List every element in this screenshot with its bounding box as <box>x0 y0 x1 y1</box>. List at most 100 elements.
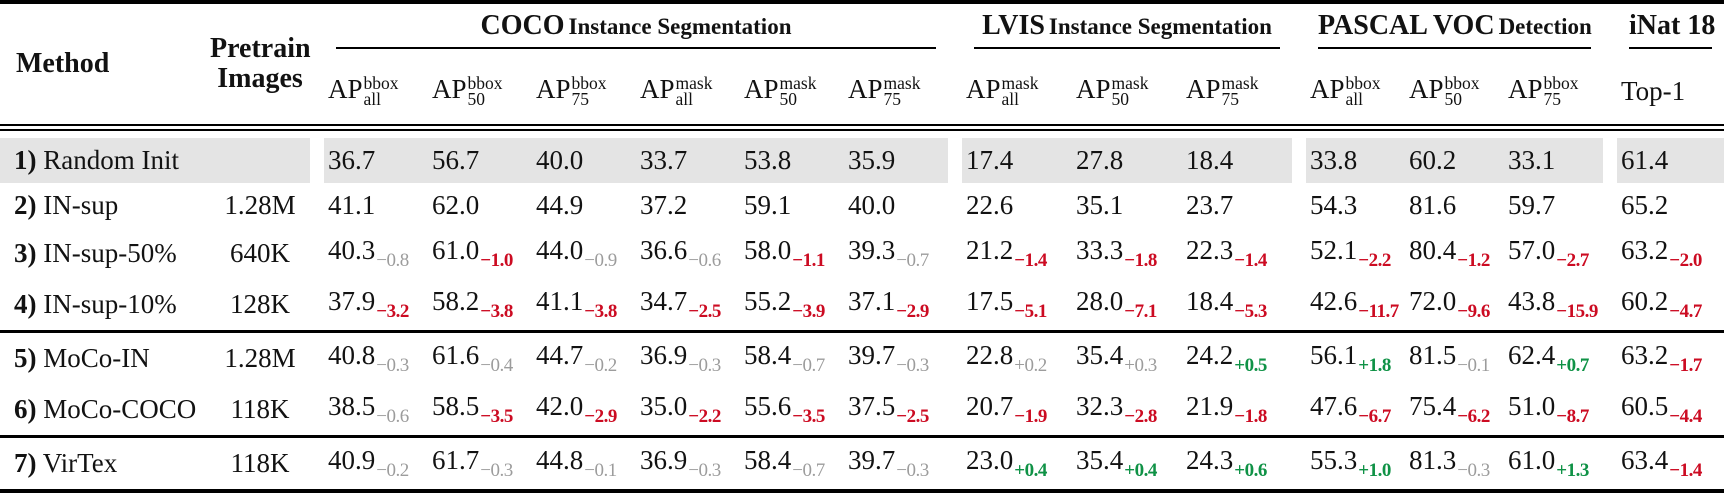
method-name: IN-sup-50% <box>43 238 177 268</box>
data-cell: 72.0−9.6 <box>1405 279 1504 332</box>
cell-value: 40.3 <box>328 235 376 265</box>
cell-delta: −11.7 <box>1358 301 1399 322</box>
metric-superscript: mask <box>1221 72 1259 93</box>
cell-value: 61.7 <box>432 445 480 475</box>
cell-delta: −1.8 <box>1234 406 1267 427</box>
group-header-pascal-voc: PASCAL VOC Detection <box>1306 2 1603 62</box>
cell-value: 23.0 <box>966 445 1014 475</box>
data-cell: 41.1−3.8 <box>532 279 636 332</box>
cell-value: 81.6 <box>1409 190 1457 220</box>
data-cell: 52.1−2.2 <box>1306 228 1405 279</box>
method-name: VirTex <box>42 448 118 478</box>
data-cell: 40.0 <box>532 138 636 183</box>
row-number: 2) <box>14 190 37 220</box>
cell-value: 21.2 <box>966 235 1014 265</box>
metric-header: AP mask all <box>962 62 1073 131</box>
data-cell: 36.7 <box>324 138 428 183</box>
data-cell: 22.8+0.2 <box>962 330 1073 384</box>
cell-delta: −4.7 <box>1669 301 1702 322</box>
data-cell: 37.1−2.9 <box>844 279 948 332</box>
cell-delta: −2.0 <box>1669 250 1702 271</box>
pretrain-header-line1: Pretrain <box>210 32 311 64</box>
data-cell: 32.3−2.8 <box>1072 384 1182 437</box>
data-cell: 40.8−0.3 <box>324 330 428 384</box>
data-cell: 35.0−2.2 <box>636 384 740 437</box>
cell-value: 24.3 <box>1186 445 1234 475</box>
data-cell: 23.7 <box>1182 183 1292 228</box>
group-title: iNat 18 <box>1629 10 1716 41</box>
cell-value: 21.9 <box>1186 391 1234 421</box>
cell-value: 37.9 <box>328 286 376 316</box>
cell-delta: −0.6 <box>688 250 721 271</box>
cell-value: 65.2 <box>1621 190 1669 220</box>
metric-subscript: 50 <box>1444 89 1463 110</box>
cell-value: 53.8 <box>744 145 792 175</box>
data-cell: 20.7−1.9 <box>962 384 1072 437</box>
cell-delta: −0.2 <box>584 355 617 376</box>
cell-value: 58.2 <box>432 286 480 316</box>
data-cell: 59.7 <box>1504 183 1603 228</box>
metric-header: AP bbox 50 <box>1405 62 1505 131</box>
cell-delta: +0.4 <box>1124 460 1157 481</box>
metric-superscript: bbox <box>363 72 399 93</box>
cell-value: 44.9 <box>536 190 584 220</box>
cell-delta: −0.3 <box>688 355 721 376</box>
row-number: 7) <box>14 448 37 478</box>
data-cell: 33.7 <box>636 138 740 183</box>
cell-delta: −6.7 <box>1358 406 1391 427</box>
cell-delta: −0.9 <box>584 250 617 271</box>
data-cell: 43.8−15.9 <box>1504 279 1603 332</box>
metric-header: AP bbox 75 <box>532 62 636 131</box>
table-row: 3) IN-sup-50% 640K 40.3−0.8 61.0−1.0 44.0−0.… <box>0 228 1724 279</box>
cell-value: 39.3 <box>848 235 896 265</box>
cell-delta: −2.5 <box>896 406 929 427</box>
cell-delta: −0.3 <box>896 460 929 481</box>
data-cell: 61.0−1.0 <box>428 228 532 279</box>
metric-superscript: mask <box>1001 72 1039 93</box>
data-cell: 37.5−2.5 <box>844 384 948 437</box>
cell-value: 40.0 <box>536 145 584 175</box>
cell-delta: +0.5 <box>1234 355 1267 376</box>
cell-value: 59.1 <box>744 190 792 220</box>
data-cell: 56.7 <box>428 138 532 183</box>
cell-value: 37.5 <box>848 391 896 421</box>
row-number: 3) <box>14 238 37 268</box>
cell-value: 60.2 <box>1409 145 1457 175</box>
data-cell: 44.7−0.2 <box>532 330 636 384</box>
metric-superscript: bbox <box>467 72 503 93</box>
cell-value: 34.7 <box>640 286 688 316</box>
cell-value: 55.6 <box>744 391 792 421</box>
table-row: 2) IN-sup 1.28M 41.1 62.0 44.9 37.2 59.1 40.0 22… <box>0 183 1724 228</box>
data-cell: 56.1+1.8 <box>1306 330 1406 384</box>
cell-value: 59.7 <box>1508 190 1556 220</box>
cell-value: 81.5 <box>1409 340 1457 370</box>
cell-value: 36.9 <box>640 445 688 475</box>
table-body: 1) Random Init 36.7 56.7 40.0 33.7 53.8 35.9 17… <box>0 127 1724 491</box>
cell-value: 40.0 <box>848 190 896 220</box>
data-cell: 63.2−1.7 <box>1617 330 1724 384</box>
data-cell: 81.3−0.3 <box>1405 435 1505 491</box>
method-cell: 4) IN-sup-10% <box>0 279 210 332</box>
pretrain-header: Pretrain Images <box>210 2 311 131</box>
table-row: 4) IN-sup-10% 128K 37.9−3.2 58.2−3.8 41.1−3.… <box>0 279 1724 332</box>
metric-supsub: bbox 50 <box>467 72 503 108</box>
gap-cell <box>0 127 1724 138</box>
data-cell: 36.9−0.3 <box>636 435 740 491</box>
metric-supsub: bbox 50 <box>1444 74 1480 110</box>
pretrain-cell: 640K <box>230 238 290 268</box>
cell-delta: −6.2 <box>1457 406 1490 427</box>
cell-delta: −1.4 <box>1669 460 1702 481</box>
method-cell: 1) Random Init <box>0 138 210 183</box>
spacer-cell <box>1603 384 1617 437</box>
metric-header: AP mask 50 <box>1072 62 1183 131</box>
spacer-cell <box>948 228 962 279</box>
metric-supsub: mask 75 <box>884 74 921 108</box>
metric-supsub: mask all <box>676 74 713 108</box>
data-cell: 65.2 <box>1617 183 1724 228</box>
cell-delta: +0.3 <box>1124 355 1157 376</box>
metric-header: AP bbox 75 <box>1504 62 1604 131</box>
metric-superscript: bbox <box>1543 72 1579 93</box>
table-row: 1) Random Init 36.7 56.7 40.0 33.7 53.8 35.9 17… <box>0 138 1724 183</box>
cell-delta: −1.2 <box>1457 250 1490 271</box>
